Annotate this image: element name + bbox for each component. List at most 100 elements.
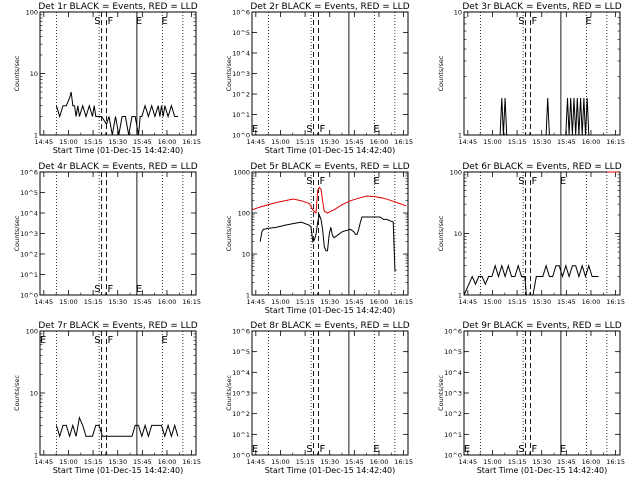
event-marker-s: S xyxy=(94,16,100,27)
event-marker-e: E xyxy=(136,16,142,27)
y-tick-label: 10 xyxy=(30,70,38,78)
x-tick-label: 16:00 xyxy=(158,138,177,146)
y-tick-label: 10 xyxy=(454,9,462,17)
y-tick-label: 10^3 xyxy=(444,390,462,398)
x-tick-label: 16:00 xyxy=(582,298,601,306)
x-tick-label: 16:00 xyxy=(158,298,177,306)
event-marker-f: F xyxy=(532,176,538,187)
event-marker-f: F xyxy=(108,335,114,346)
y-axis-label: Counts/sec xyxy=(225,215,233,251)
x-tick-label: 16:00 xyxy=(370,298,389,306)
y-tick-label: 10^1 xyxy=(20,271,38,279)
y-tick-label: 10 xyxy=(30,390,38,398)
y-tick-label: 10^3 xyxy=(232,70,250,78)
x-axis-label: Start Time (01-Dec-15 14:42:40) xyxy=(53,146,184,155)
x-tick-label: 15:15 xyxy=(84,458,103,466)
x-tick-label: 16:15 xyxy=(606,458,625,466)
x-tick-label: 15:15 xyxy=(296,138,315,146)
event-marker-e: E xyxy=(373,176,379,187)
x-tick-label: 15:30 xyxy=(108,458,127,466)
panel-title: Det 3r BLACK = Events, RED = LLD xyxy=(462,2,621,12)
panel-title: Det 6r BLACK = Events, RED = LLD xyxy=(462,162,621,172)
y-axis-label: Counts/sec xyxy=(225,375,233,411)
event-marker-s: S xyxy=(94,335,100,346)
y-axis-label: Counts/sec xyxy=(13,55,21,91)
event-marker-e: E xyxy=(161,16,167,27)
x-tick-label: 15:15 xyxy=(508,298,527,306)
panel-det3r: Det 3r BLACK = Events, RED = LLD 1 10 14:45… xyxy=(437,2,625,146)
event-marker-e: E xyxy=(373,124,379,135)
y-tick-label: 100 xyxy=(26,328,38,336)
event-marker-e: E xyxy=(464,444,470,455)
x-axis-label: Start Time (01-Dec-15 14:42:40) xyxy=(265,466,396,475)
x-tick-label: 14:45 xyxy=(34,458,53,466)
plot-frame xyxy=(39,11,197,136)
x-tick-label: 15:30 xyxy=(320,138,339,146)
x-tick-label: 15:00 xyxy=(483,298,502,306)
y-tick-label: 10^1 xyxy=(232,431,250,439)
y-tick-label: 10^2 xyxy=(444,410,462,418)
panel-title: Det 5r BLACK = Events, RED = LLD xyxy=(250,162,409,172)
series-events-line xyxy=(259,213,397,271)
y-tick-label: 10^5 xyxy=(444,348,462,356)
x-tick-label: 15:45 xyxy=(345,298,364,306)
x-tick-label: 15:00 xyxy=(59,138,78,146)
x-tick-label: 15:15 xyxy=(508,458,527,466)
x-tick-label: 14:45 xyxy=(246,458,265,466)
y-axis-label: Counts/sec xyxy=(13,375,21,411)
event-marker-f: F xyxy=(108,16,114,27)
plot-frame xyxy=(463,330,621,456)
x-tick-label: 14:45 xyxy=(34,138,53,146)
x-tick-label: 14:45 xyxy=(458,138,477,146)
y-tick-label: 10^5 xyxy=(20,189,38,197)
y-tick-label: 1000 xyxy=(233,169,250,177)
x-tick-label: 16:15 xyxy=(182,138,201,146)
x-tick-label: 15:30 xyxy=(320,458,339,466)
panel-title: Det 2r BLACK = Events, RED = LLD xyxy=(250,2,409,12)
x-tick-label: 16:15 xyxy=(182,458,201,466)
x-tick-label: 16:15 xyxy=(394,298,413,306)
event-marker-f: F xyxy=(532,444,538,455)
event-marker-e: E xyxy=(252,124,258,135)
panel-det6r: Det 6r BLACK = Events, RED = LLD 1 10 100 14… xyxy=(437,162,625,306)
x-tick-label: 15:45 xyxy=(133,138,152,146)
event-marker-e: E xyxy=(136,284,142,295)
x-tick-label: 15:15 xyxy=(296,458,315,466)
x-tick-label: 15:45 xyxy=(557,138,576,146)
panel-title: Det 4r BLACK = Events, RED = LLD xyxy=(38,162,197,172)
y-tick-label: 10^4 xyxy=(232,50,250,58)
event-marker-e: E xyxy=(40,335,46,346)
x-tick-label: 15:30 xyxy=(108,298,127,306)
x-tick-label: 15:45 xyxy=(557,458,576,466)
x-tick-label: 14:45 xyxy=(34,298,53,306)
panel-det4r: Det 4r BLACK = Events, RED = LLD 10^0 10^1… xyxy=(13,162,201,306)
x-axis-label: Start Time (01-Dec-15 14:42:40) xyxy=(477,466,608,475)
x-tick-label: 16:15 xyxy=(606,138,625,146)
y-axis-label: Counts/sec xyxy=(225,55,233,91)
x-tick-label: 15:30 xyxy=(108,138,127,146)
y-tick-label: 10 xyxy=(242,251,250,259)
x-tick-label: 15:30 xyxy=(532,138,551,146)
y-tick-label: 10^1 xyxy=(444,431,462,439)
event-marker-e: E xyxy=(560,176,566,187)
panel-det8r: Det 8r BLACK = Events, RED = LLD 10^0 10^1… xyxy=(225,321,413,475)
event-marker-e: E xyxy=(161,335,167,346)
x-tick-label: 15:00 xyxy=(483,458,502,466)
x-tick-label: 15:00 xyxy=(59,458,78,466)
event-marker-f: F xyxy=(320,444,326,455)
panel-det1r: Det 1r BLACK = Events, RED = LLD 1 10 100 14… xyxy=(13,2,201,155)
series-events-line xyxy=(463,263,599,296)
y-tick-label: 10^6 xyxy=(232,328,250,336)
y-tick-label: 10^2 xyxy=(20,251,38,259)
x-tick-label: 14:45 xyxy=(458,298,477,306)
y-tick-label: 10 xyxy=(454,230,462,238)
y-tick-label: 10^5 xyxy=(232,348,250,356)
series-events-line xyxy=(499,97,591,136)
panel-det2r: Det 2r BLACK = Events, RED = LLD 10^0 10^1… xyxy=(225,2,413,155)
y-tick-label: 10^1 xyxy=(232,111,250,119)
y-axis-label: Counts/sec xyxy=(437,375,445,411)
y-tick-label: 10^4 xyxy=(444,369,462,377)
x-tick-label: 15:45 xyxy=(345,138,364,146)
x-tick-label: 16:15 xyxy=(182,298,201,306)
y-tick-label: 100 xyxy=(26,9,38,17)
